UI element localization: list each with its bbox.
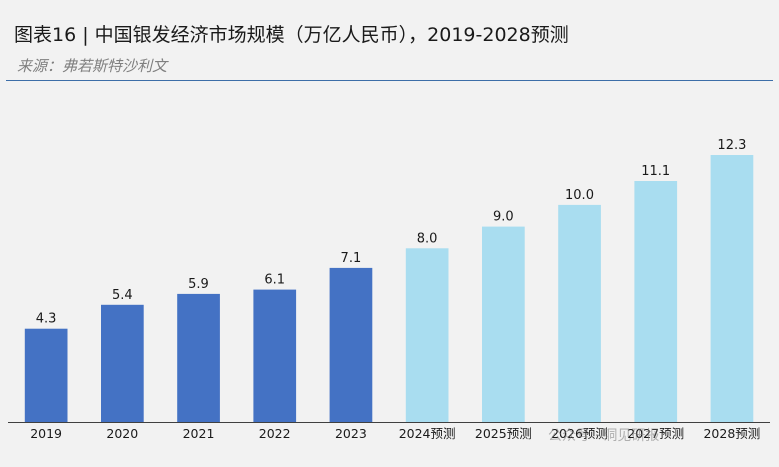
- chart-title: 图表16 | 中国银发经济市场规模（万亿人民币），2019-2028预测: [14, 24, 569, 46]
- data-label-2027预测: 11.1: [641, 164, 670, 179]
- chart-source: 来源：弗若斯特沙利文: [17, 57, 168, 75]
- data-label-2025预测: 9.0: [493, 210, 514, 225]
- bar-2025预测: [482, 226, 525, 422]
- data-label-2026预测: 10.0: [565, 188, 594, 203]
- x-tick-label-2025预测: 2025预测: [475, 426, 532, 441]
- header-divider: [6, 80, 773, 81]
- data-label-2019: 4.3: [36, 312, 57, 327]
- bar-2020: [101, 304, 144, 422]
- bar-2019: [24, 328, 68, 422]
- bar-2026预测: [558, 204, 601, 422]
- bar-2021: [177, 293, 220, 422]
- x-tick-label-2019: 2019: [30, 426, 62, 441]
- data-label-2022: 6.1: [264, 273, 285, 288]
- x-tick-label-2027预测: 2027预测: [627, 426, 684, 441]
- bar-2028预测: [710, 155, 754, 422]
- x-tick-label-2026预测: 2026预测: [551, 426, 608, 441]
- data-label-2020: 5.4: [112, 288, 133, 303]
- bar-2024预测: [405, 248, 449, 422]
- x-tick-label-2028预测: 2028预测: [703, 426, 760, 441]
- x-tick-label-2023: 2023: [335, 426, 367, 441]
- x-tick-label-2024预测: 2024预测: [399, 426, 456, 441]
- x-tick-label-2020: 2020: [106, 426, 138, 441]
- bar-2027预测: [634, 181, 678, 422]
- bar-2022: [253, 289, 297, 422]
- bar-2023: [329, 267, 373, 422]
- data-label-2028预测: 12.3: [717, 138, 746, 153]
- watermark-text: 公众号 · 洞见研报: [548, 428, 660, 444]
- x-tick-label-2022: 2022: [259, 426, 291, 441]
- data-label-2023: 7.1: [341, 251, 362, 266]
- x-tick-label-2021: 2021: [183, 426, 215, 441]
- data-label-2024预测: 8.0: [417, 231, 438, 246]
- data-label-2021: 5.9: [188, 277, 209, 292]
